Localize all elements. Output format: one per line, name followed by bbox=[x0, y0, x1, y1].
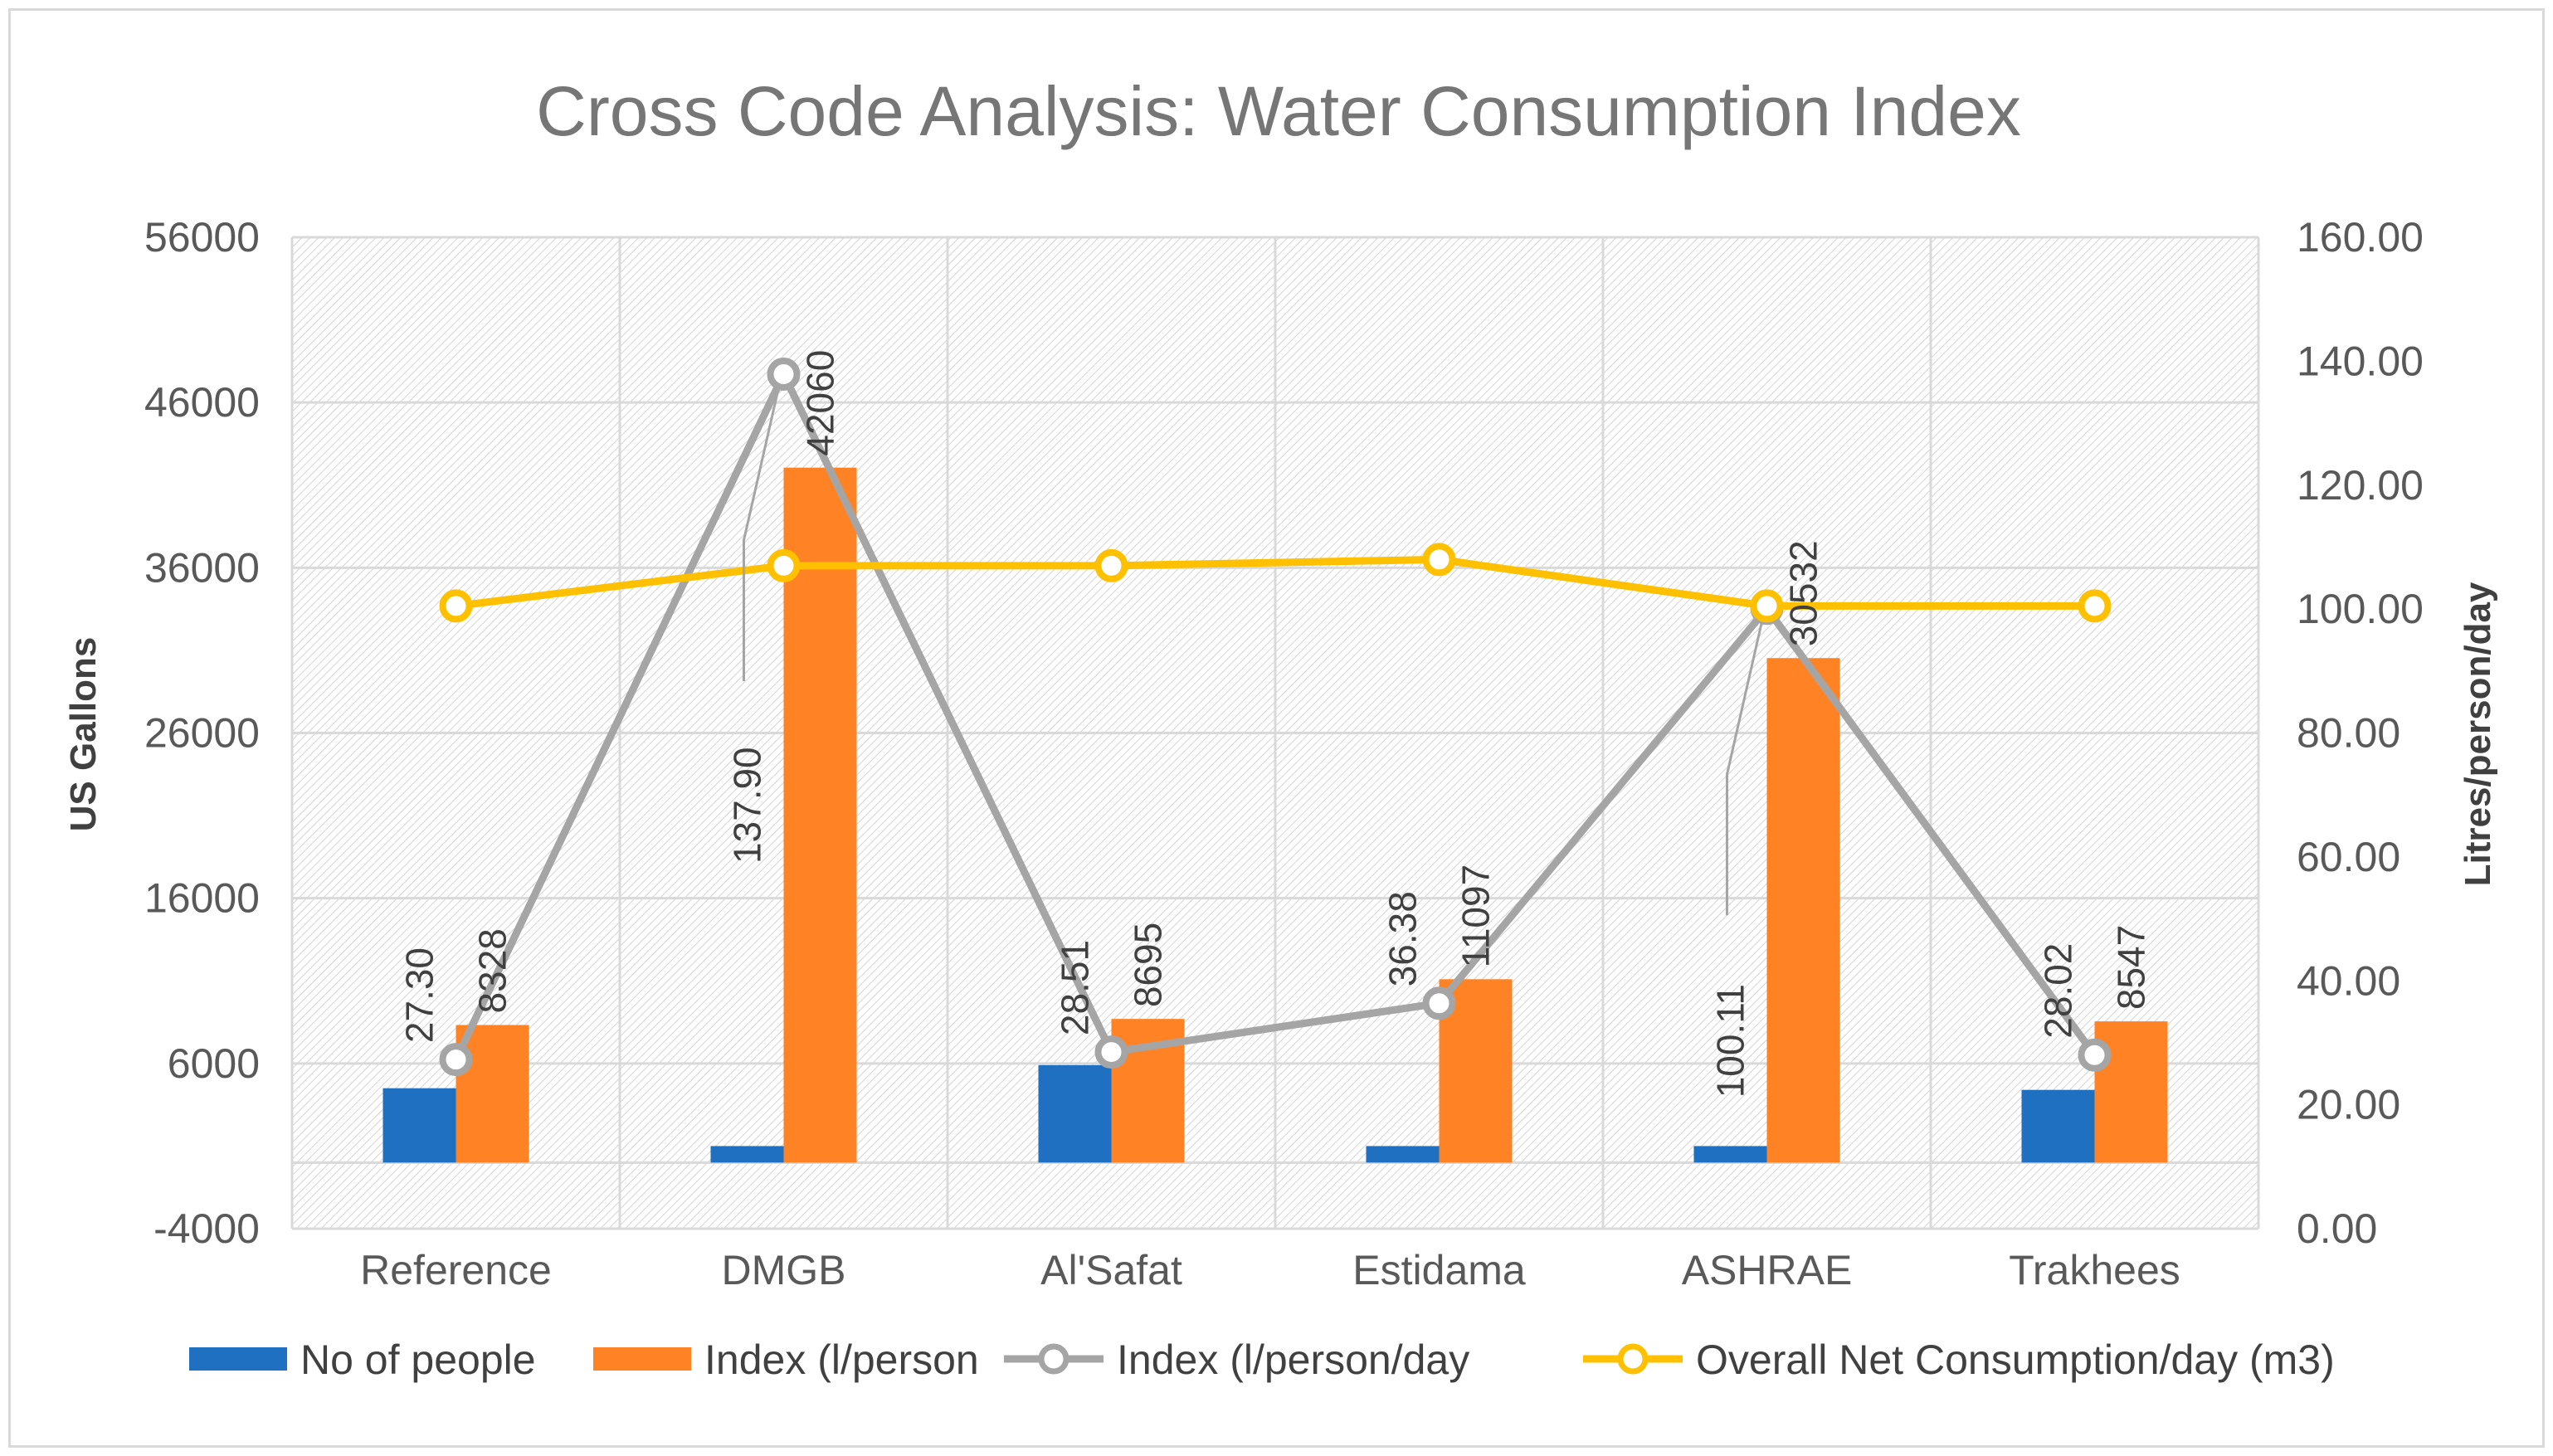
point-index-l-person-day bbox=[2078, 1038, 2112, 1072]
left-tick-label: 36000 bbox=[144, 544, 260, 591]
category-label: Al'Safat bbox=[1040, 1247, 1182, 1293]
legend-label: Overall Net Consumption/day (m3) bbox=[1696, 1337, 2335, 1383]
data-label-index-l-person: 8547 bbox=[2110, 925, 2153, 1010]
point-overall-net-consumption bbox=[2078, 589, 2112, 623]
data-label-index-l-person-day: 27.30 bbox=[398, 947, 441, 1043]
legend-label: No of people bbox=[300, 1337, 536, 1383]
data-label-index-l-person: 11097 bbox=[1454, 864, 1498, 968]
right-tick-label: 60.00 bbox=[2297, 834, 2400, 880]
left-tick-label: 46000 bbox=[144, 379, 260, 426]
point-overall-net-consumption bbox=[767, 548, 801, 582]
point-overall-net-consumption bbox=[1094, 548, 1128, 582]
bar-index-l-person bbox=[456, 1025, 529, 1163]
line-index-l-person-day bbox=[452, 370, 2098, 1062]
leader-line bbox=[1726, 621, 1763, 916]
legend-swatch bbox=[189, 1347, 287, 1371]
bar-series bbox=[382, 467, 2168, 1163]
bar-no-of-people bbox=[1366, 1146, 1440, 1163]
data-label-index-l-person: 8695 bbox=[1127, 923, 1170, 1007]
bar-no-of-people bbox=[382, 1088, 456, 1163]
right-tick-label: 20.00 bbox=[2297, 1082, 2400, 1128]
legend-marker bbox=[1038, 1343, 1069, 1375]
legend-marker bbox=[1617, 1343, 1649, 1375]
bar-no-of-people bbox=[1038, 1064, 1112, 1163]
point-overall-net-consumption bbox=[1422, 543, 1456, 577]
data-label-index-l-person-day: 36.38 bbox=[1381, 891, 1425, 986]
legend-label: Index (l/person/day bbox=[1117, 1337, 1469, 1383]
right-tick-label: 120.00 bbox=[2297, 462, 2424, 509]
right-tick-label: 40.00 bbox=[2297, 957, 2400, 1004]
category-label: ASHRAE bbox=[1682, 1247, 1853, 1293]
legend: No of people Index (l/person Index (l/pers… bbox=[189, 1337, 2335, 1383]
label-leader-lines bbox=[743, 387, 1763, 916]
point-index-l-person-day bbox=[1422, 986, 1456, 1020]
category-labels: Reference DMGB Al'Safat Estidama ASHRAE Trakh… bbox=[360, 1247, 2180, 1293]
category-label: Trakhees bbox=[2009, 1247, 2180, 1293]
point-overall-net-consumption bbox=[439, 589, 473, 623]
category-label: Estidama bbox=[1352, 1247, 1526, 1293]
chart-title: Cross Code Analysis: Water Consumption I… bbox=[536, 72, 2021, 150]
bar-no-of-people bbox=[710, 1146, 784, 1163]
bar-no-of-people bbox=[1693, 1146, 1767, 1163]
right-tick-label: 160.00 bbox=[2297, 214, 2424, 261]
bar-index-l-person bbox=[2094, 1021, 2168, 1163]
point-overall-net-consumption bbox=[1750, 589, 1784, 623]
chart-svg: Cross Code Analysis: Water Consumption I… bbox=[63, 72, 2498, 1383]
right-tick-label: 100.00 bbox=[2297, 586, 2424, 632]
data-label-index-l-person: 30532 bbox=[1782, 540, 1825, 646]
right-tick-label: 80.00 bbox=[2297, 710, 2400, 757]
data-label-index-l-person-day: 28.02 bbox=[2037, 943, 2080, 1039]
leader-line bbox=[743, 387, 780, 682]
category-label: DMGB bbox=[722, 1247, 846, 1293]
line-overall-net-consumption bbox=[455, 555, 2095, 610]
data-labels: 8328 27.30 42060 137.90 8695 28.51 11097 36.38 3… bbox=[398, 350, 2153, 1098]
data-label-index-l-person: 42060 bbox=[799, 350, 842, 456]
gridlines bbox=[290, 236, 2260, 1230]
data-label-index-l-person-day: 28.51 bbox=[1054, 940, 1097, 1035]
right-tick-label: 140.00 bbox=[2297, 338, 2424, 384]
left-axis-ticks: 56000 46000 36000 26000 16000 6000 -4000 bbox=[144, 214, 260, 1252]
bar-index-l-person bbox=[783, 467, 857, 1163]
chart-frame: Cross Code Analysis: Water Consumption I… bbox=[8, 8, 2545, 1448]
legend-label: Index (l/person bbox=[704, 1337, 979, 1383]
bar-no-of-people bbox=[2021, 1089, 2095, 1163]
left-tick-label: 16000 bbox=[144, 875, 260, 922]
left-axis-label: US Gallons bbox=[63, 637, 104, 832]
point-index-l-person-day bbox=[439, 1043, 473, 1077]
bar-index-l-person bbox=[1766, 658, 1840, 1163]
right-axis-label: Litres/person/day bbox=[2458, 582, 2498, 886]
left-tick-label: -4000 bbox=[153, 1205, 260, 1252]
point-index-l-person-day bbox=[767, 358, 801, 392]
left-tick-label: 56000 bbox=[144, 214, 260, 261]
data-label-index-l-person-day: 100.11 bbox=[1709, 984, 1752, 1098]
point-index-l-person-day bbox=[1094, 1035, 1128, 1069]
left-tick-label: 6000 bbox=[168, 1040, 260, 1087]
legend-swatch bbox=[593, 1347, 691, 1371]
left-tick-label: 26000 bbox=[144, 710, 260, 757]
line-series bbox=[439, 358, 2112, 1077]
data-label-index-l-person-day: 137.90 bbox=[726, 747, 769, 864]
right-axis-ticks: 160.00 140.00 120.00 100.00 80.00 60.00 40.00 2… bbox=[2297, 214, 2424, 1252]
data-label-index-l-person: 8328 bbox=[471, 928, 514, 1013]
category-label: Reference bbox=[360, 1247, 552, 1293]
right-tick-label: 0.00 bbox=[2297, 1205, 2377, 1252]
